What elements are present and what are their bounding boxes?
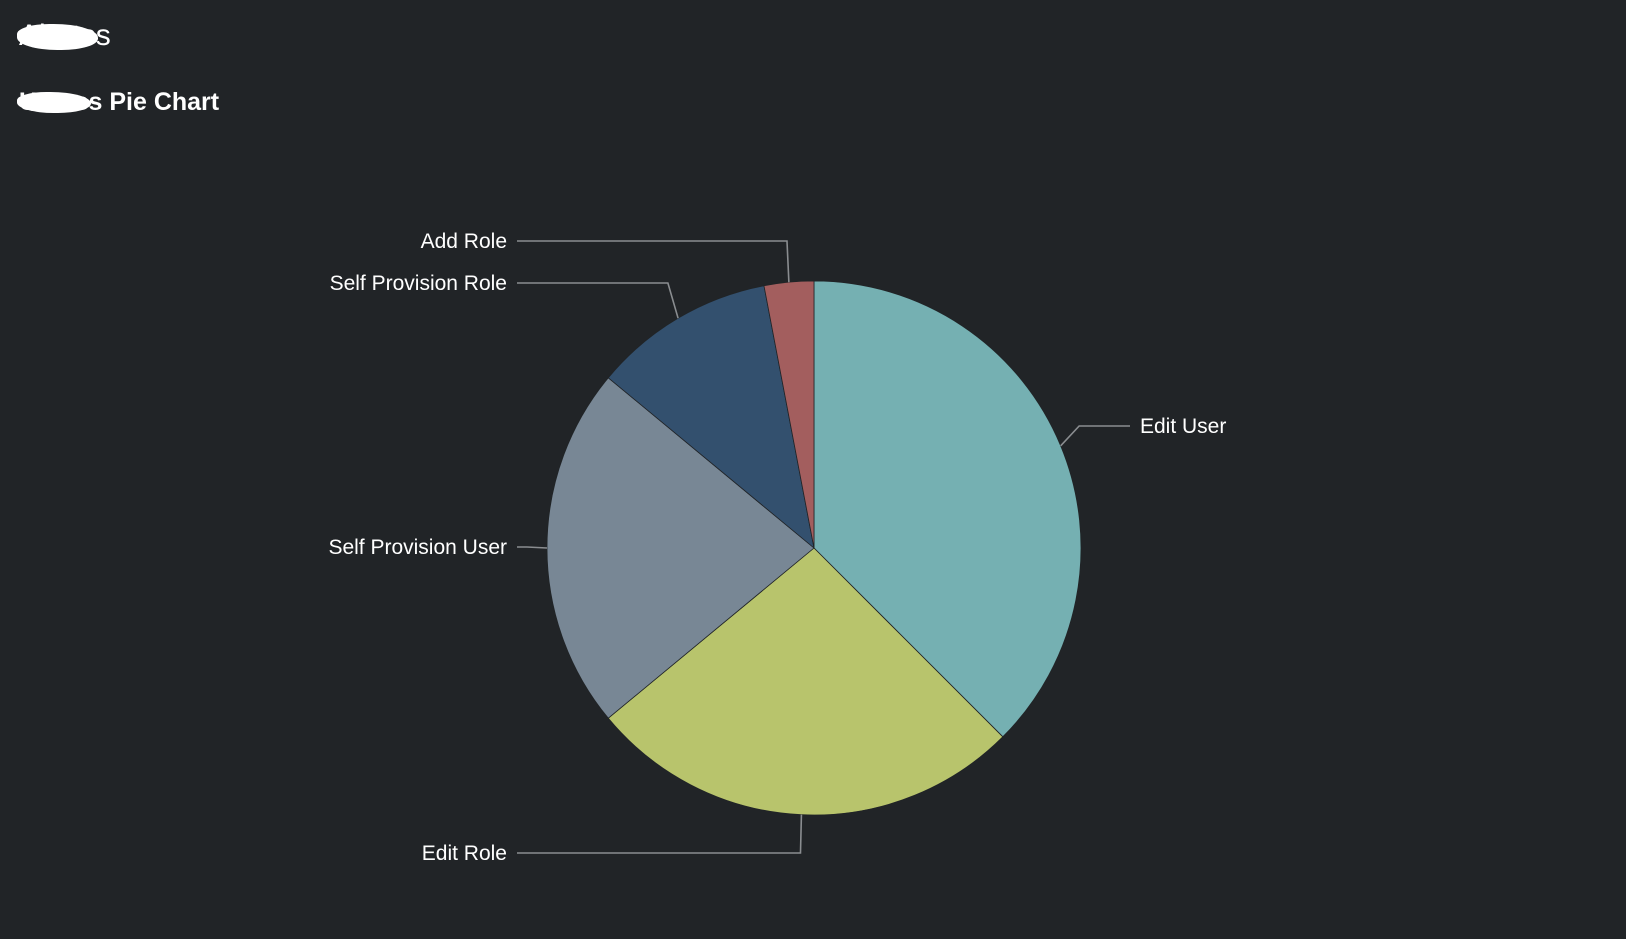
redacted-breadcrumb-text: Alerts	[17, 19, 98, 52]
slice-label-self-provision-role: Self Provision Role	[330, 272, 507, 295]
redacted-title-text: Users	[17, 88, 90, 116]
leader-line-edit-role	[517, 814, 803, 854]
breadcrumb-text: s	[95, 19, 111, 52]
slice-label-edit-role: Edit Role	[422, 842, 507, 865]
panel-title-text: s Pie Chart	[88, 88, 220, 116]
leader-line-self-provision-role	[517, 282, 679, 319]
pie-labels: Edit User Edit Role Self Provision User Sel…	[328, 230, 1226, 865]
panel-title: Userss Pie Chart	[17, 87, 220, 117]
leader-line-edit-user	[1060, 425, 1130, 447]
pie-slice-self-provision-user[interactable]	[546, 377, 815, 719]
slice-label-self-provision-user: Self Provision User	[328, 536, 507, 559]
breadcrumb[interactable]: Alertss	[17, 18, 111, 54]
leader-line-self-provision-user	[517, 546, 548, 549]
pie-leader-lines	[517, 240, 1130, 854]
leader-line-add-role	[517, 240, 790, 283]
pie-slice-edit-role[interactable]	[607, 547, 1004, 816]
pie-slice-edit-user[interactable]	[813, 280, 1082, 738]
slice-label-edit-user: Edit User	[1140, 415, 1226, 438]
slice-label-add-role: Add Role	[421, 230, 507, 253]
pie-slices	[546, 280, 1082, 816]
